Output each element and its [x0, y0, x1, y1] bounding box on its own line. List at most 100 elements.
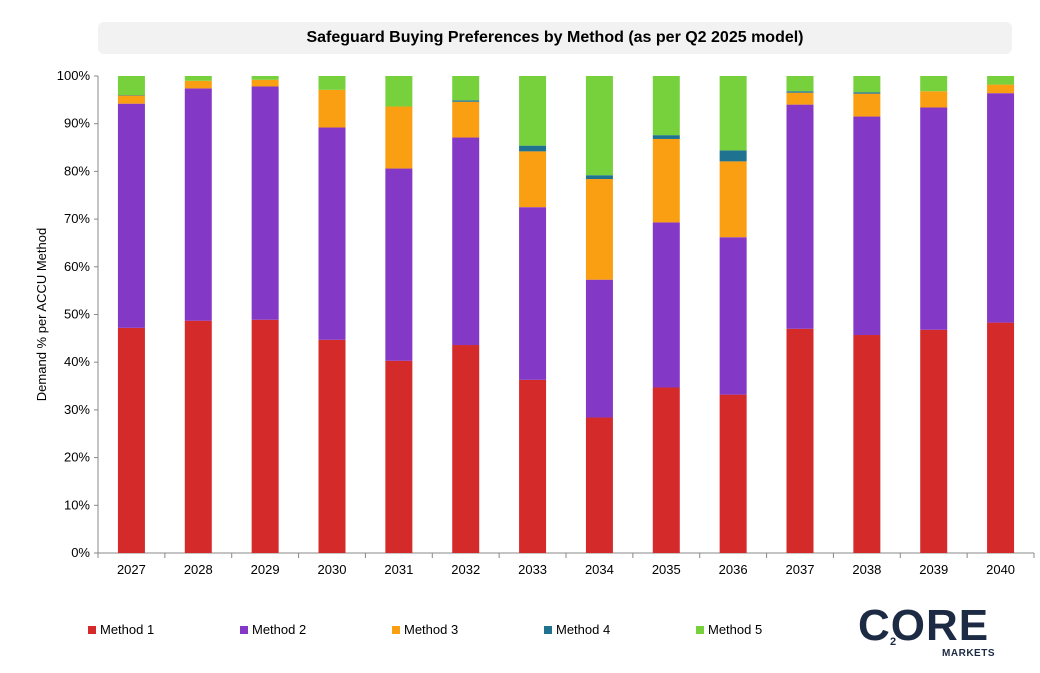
bar-method-5-2035: [652, 76, 680, 136]
legend-item-method-3: Method 3: [392, 622, 458, 637]
bar-method-5-2033: [519, 76, 547, 146]
y-tick-label: 70%: [64, 211, 90, 226]
bar-method-4-2036: [719, 150, 747, 162]
y-axis-label: Demand % per ACCU Method: [34, 228, 49, 401]
logo-wordmark: CORE: [858, 601, 990, 650]
bar-method-2-2033: [519, 207, 547, 380]
bar-method-5-2036: [719, 76, 747, 151]
legend-item-method-1: Method 1: [88, 622, 154, 637]
legend-swatch: [240, 625, 248, 634]
bar-method-2-2034: [585, 279, 613, 418]
bar-method-5-2028: [184, 76, 212, 81]
bar-method-5-2029: [251, 76, 279, 80]
y-tick-label: 50%: [64, 307, 90, 322]
x-tick-label: 2028: [184, 562, 213, 577]
chart-legend: Method 1 Method 2 Method 3 Method 4 Method 5: [88, 622, 788, 642]
x-tick-label: 2027: [117, 562, 146, 577]
x-tick-label: 2037: [786, 562, 815, 577]
bar-method-3-2033: [519, 151, 547, 208]
chart-title: Safeguard Buying Preferences by Method (…: [306, 29, 804, 46]
bar-method-1-2037: [786, 328, 814, 553]
bar-method-5-2031: [385, 76, 413, 107]
bar-method-3-2038: [853, 93, 881, 117]
bar-method-3-2030: [318, 89, 346, 128]
legend-label: Method 2: [252, 622, 307, 637]
bar-method-2-2037: [786, 104, 814, 329]
bar-method-2-2030: [318, 127, 346, 340]
x-tick-label: 2034: [585, 562, 614, 577]
bar-method-1-2035: [652, 387, 680, 553]
legend-label: Method 1: [100, 622, 155, 637]
y-tick-label: 10%: [64, 497, 90, 512]
bar-method-1-2027: [117, 327, 145, 553]
bar-method-5-2027: [117, 76, 145, 96]
bar-method-4-2037: [786, 91, 814, 93]
bar-method-3-2036: [719, 161, 747, 238]
y-tick-label: 60%: [64, 259, 90, 274]
bar-method-3-2032: [452, 101, 480, 138]
legend-item-method-2: Method 2: [240, 622, 306, 637]
bar-method-1-2039: [920, 329, 948, 553]
x-tick-label: 2031: [384, 562, 413, 577]
bar-method-2-2038: [853, 116, 881, 336]
bar-method-4-2038: [853, 92, 881, 94]
bar-method-5-2030: [318, 76, 346, 90]
x-tick-label: 2036: [719, 562, 748, 577]
bar-method-2-2040: [987, 93, 1015, 323]
bar-method-1-2034: [585, 417, 613, 553]
chart-title-box: Safeguard Buying Preferences by Method (…: [98, 22, 1012, 54]
bar-method-3-2040: [987, 84, 1015, 94]
bar-method-1-2031: [385, 360, 413, 553]
bar-method-4-2033: [519, 145, 547, 152]
legend-item-method-4: Method 4: [544, 622, 610, 637]
bar-method-1-2029: [251, 319, 279, 553]
bar-method-2-2039: [920, 107, 948, 330]
legend-label: Method 5: [708, 622, 763, 637]
legend-swatch: [88, 625, 96, 634]
bar-method-3-2028: [184, 80, 212, 89]
bar-method-4-2032: [452, 100, 480, 102]
bar-method-3-2039: [920, 91, 948, 108]
bar-method-2-2027: [117, 103, 145, 328]
legend-item-method-5: Method 5: [696, 622, 762, 637]
x-tick-label: 2039: [919, 562, 948, 577]
bar-method-3-2031: [385, 106, 413, 169]
x-tick-label: 2040: [986, 562, 1015, 577]
bar-method-1-2038: [853, 335, 881, 553]
bar-method-2-2031: [385, 168, 413, 361]
x-tick-label: 2038: [852, 562, 881, 577]
y-tick-label: 20%: [64, 450, 90, 465]
x-tick-label: 2030: [318, 562, 347, 577]
x-tick-label: 2029: [251, 562, 280, 577]
bar-method-1-2032: [452, 345, 480, 553]
bar-method-4-2034: [585, 175, 613, 180]
bar-method-1-2030: [318, 339, 346, 553]
bar-method-1-2028: [184, 320, 212, 553]
x-tick-label: 2035: [652, 562, 681, 577]
bar-method-3-2037: [786, 92, 814, 105]
bar-method-2-2028: [184, 88, 212, 321]
x-tick-label: 2032: [451, 562, 480, 577]
y-tick-label: 100%: [57, 68, 91, 83]
bar-method-1-2036: [719, 394, 747, 553]
legend-swatch: [392, 625, 400, 634]
bar-method-5-2039: [920, 76, 948, 92]
bar-method-1-2033: [519, 379, 547, 553]
y-tick-label: 90%: [64, 116, 90, 131]
bar-method-4-2035: [652, 135, 680, 139]
legend-swatch: [696, 625, 704, 634]
y-tick-label: 80%: [64, 163, 90, 178]
y-tick-label: 30%: [64, 402, 90, 417]
y-tick-label: 40%: [64, 354, 90, 369]
legend-label: Method 4: [556, 622, 611, 637]
y-tick-label: 0%: [71, 545, 90, 560]
bar-method-2-2035: [652, 222, 680, 388]
bar-method-2-2029: [251, 86, 279, 320]
logo-markets-text: MARKETS: [942, 648, 995, 659]
bar-method-2-2036: [719, 237, 747, 395]
bar-method-5-2034: [585, 76, 613, 176]
legend-label: Method 3: [404, 622, 459, 637]
bar-method-5-2032: [452, 76, 480, 101]
bar-method-3-2027: [117, 95, 145, 104]
